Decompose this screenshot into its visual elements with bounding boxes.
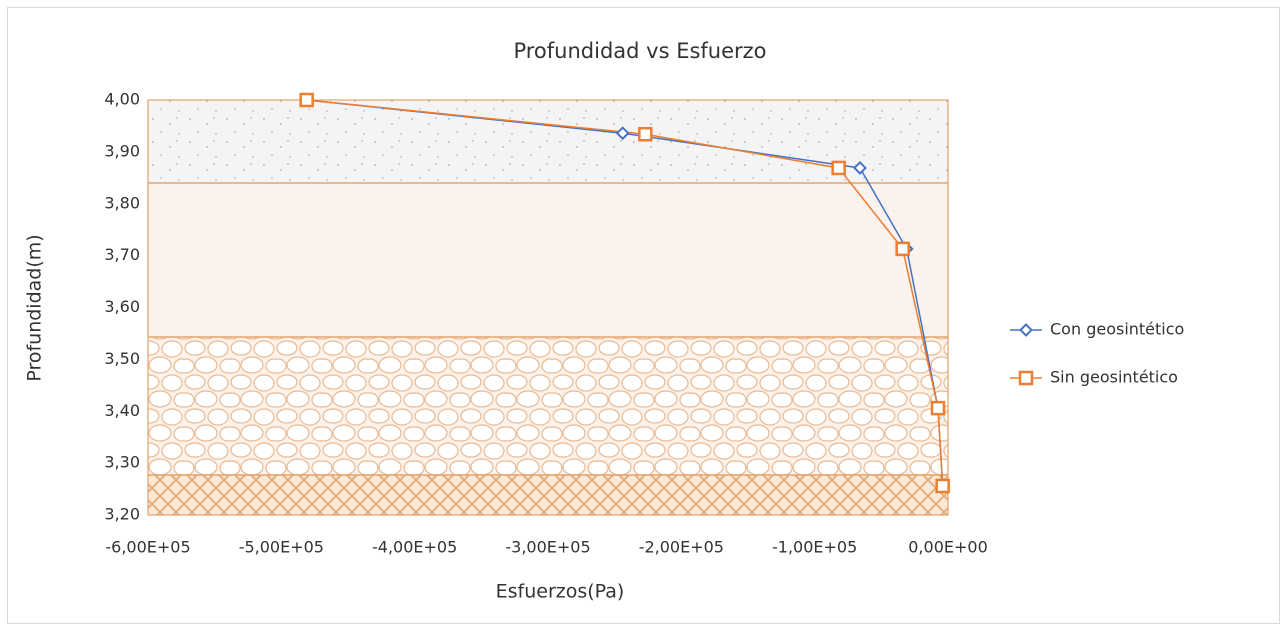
data-point: [615, 126, 630, 141]
soil-layers: [147, 99, 949, 516]
data-point: [930, 400, 946, 416]
data-point: [853, 161, 867, 175]
chart-title: Profundidad vs Esfuerzo: [513, 39, 766, 63]
legend-label: Sin geosintético: [1050, 368, 1178, 387]
data-point: [895, 241, 910, 257]
x-axis-title: Esfuerzos(Pa): [496, 581, 625, 603]
x-tick-label: -2,00E+05: [639, 538, 724, 557]
y-tick-label: 3,90: [104, 141, 140, 160]
x-tick-label: 0,00E+00: [908, 538, 988, 557]
data-point: [935, 478, 950, 494]
x-tick-label: -4,00E+05: [372, 538, 457, 557]
x-tick-label: -3,00E+05: [505, 538, 590, 557]
data-point: [831, 160, 846, 176]
y-tick-label: 4,00: [104, 90, 140, 109]
legend-marker: [1018, 370, 1034, 386]
y-tick-label: 3,20: [104, 505, 140, 524]
data-point: [638, 126, 653, 142]
y-tick-label: 3,80: [104, 193, 140, 212]
data-point: [299, 92, 314, 108]
legend-label: Con geosintético: [1050, 320, 1184, 339]
y-tick-label: 3,70: [104, 245, 140, 264]
y-tick-label: 3,30: [104, 453, 140, 472]
y-tick-label: 3,40: [104, 401, 140, 420]
x-tick-label: -1,00E+05: [772, 538, 857, 557]
series-line: [306, 99, 944, 486]
y-tick-label: 3,50: [104, 349, 140, 368]
legend-marker: [1019, 323, 1033, 337]
y-tick-label: 3,60: [104, 297, 140, 316]
x-tick-label: -6,00E+05: [105, 538, 190, 557]
x-tick-label: -5,00E+05: [239, 538, 324, 557]
y-axis-title: Profundidad(m): [24, 234, 46, 381]
